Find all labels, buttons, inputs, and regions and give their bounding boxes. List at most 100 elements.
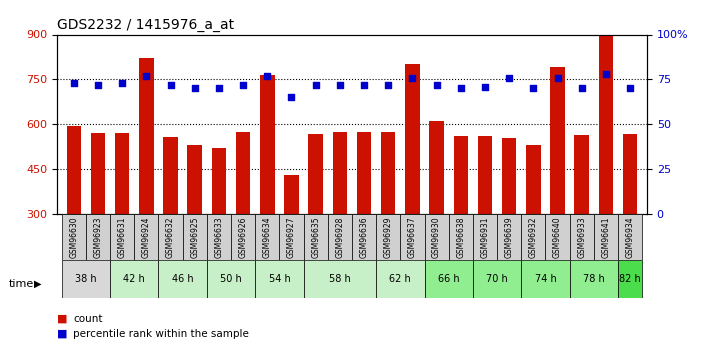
Text: 50 h: 50 h [220,275,242,284]
Text: GSM96932: GSM96932 [529,216,538,258]
Point [334,82,346,88]
Bar [260,75,274,304]
Text: GSM96927: GSM96927 [287,216,296,258]
Text: GSM96930: GSM96930 [432,216,441,258]
Text: 82 h: 82 h [619,275,641,284]
FancyBboxPatch shape [255,214,279,260]
Point [262,73,273,79]
FancyBboxPatch shape [304,214,328,260]
Text: GSM96635: GSM96635 [311,216,320,258]
Text: GSM96638: GSM96638 [456,216,465,258]
Text: GSM96928: GSM96928 [336,217,344,258]
Point [479,84,491,89]
Text: GSM96639: GSM96639 [505,216,513,258]
Text: GSM96631: GSM96631 [118,216,127,258]
Point [310,82,321,88]
FancyBboxPatch shape [110,214,134,260]
Bar [405,65,419,304]
FancyBboxPatch shape [159,214,183,260]
Bar [309,134,323,304]
Text: GSM96923: GSM96923 [93,216,102,258]
Bar [357,132,371,304]
FancyBboxPatch shape [134,214,159,260]
Point [117,80,128,86]
Text: GSM96934: GSM96934 [626,216,635,258]
Bar [478,136,492,304]
Text: percentile rank within the sample: percentile rank within the sample [73,329,249,339]
Point [383,82,394,88]
FancyBboxPatch shape [328,214,352,260]
FancyBboxPatch shape [279,214,304,260]
Bar [284,175,299,304]
Bar [139,58,154,304]
Point [189,86,201,91]
Text: 74 h: 74 h [535,275,556,284]
Text: time: time [9,279,34,288]
Bar [574,135,589,304]
FancyBboxPatch shape [618,214,642,260]
FancyBboxPatch shape [62,260,110,298]
Text: ▶: ▶ [34,279,42,288]
Bar [381,132,395,304]
Text: ■: ■ [57,329,68,339]
FancyBboxPatch shape [400,214,424,260]
Point [624,86,636,91]
FancyBboxPatch shape [424,214,449,260]
FancyBboxPatch shape [110,260,159,298]
FancyBboxPatch shape [376,214,400,260]
Text: 54 h: 54 h [269,275,290,284]
Point [552,75,563,80]
Text: 38 h: 38 h [75,275,97,284]
Bar [188,145,202,304]
Text: GSM96632: GSM96632 [166,216,175,258]
Text: GSM96924: GSM96924 [142,216,151,258]
FancyBboxPatch shape [497,214,521,260]
Text: GSM96926: GSM96926 [239,216,247,258]
FancyBboxPatch shape [159,260,207,298]
Text: GSM96637: GSM96637 [408,216,417,258]
FancyBboxPatch shape [207,214,231,260]
Point [576,86,587,91]
Text: GSM96630: GSM96630 [69,216,78,258]
FancyBboxPatch shape [255,260,304,298]
FancyBboxPatch shape [473,214,497,260]
Point [141,73,152,79]
Bar [623,134,637,304]
FancyBboxPatch shape [86,214,110,260]
FancyBboxPatch shape [545,214,570,260]
Bar [454,136,468,304]
Text: 58 h: 58 h [329,275,351,284]
FancyBboxPatch shape [449,214,473,260]
Text: ■: ■ [57,314,68,324]
Point [358,82,370,88]
FancyBboxPatch shape [376,260,424,298]
Point [503,75,515,80]
Point [528,86,539,91]
Point [407,75,418,80]
Bar [212,148,226,304]
Point [92,82,104,88]
FancyBboxPatch shape [304,260,376,298]
Text: GSM96633: GSM96633 [215,216,223,258]
Point [455,86,466,91]
Bar [526,145,540,304]
FancyBboxPatch shape [424,260,473,298]
Bar [550,67,565,304]
Text: 70 h: 70 h [486,275,508,284]
FancyBboxPatch shape [207,260,255,298]
Point [431,82,442,88]
FancyBboxPatch shape [183,214,207,260]
Bar [164,137,178,304]
Text: GSM96931: GSM96931 [481,216,489,258]
FancyBboxPatch shape [62,214,86,260]
Point [237,82,249,88]
Text: GSM96933: GSM96933 [577,216,586,258]
FancyBboxPatch shape [570,260,618,298]
Text: 42 h: 42 h [124,275,145,284]
FancyBboxPatch shape [521,260,570,298]
Bar [333,132,347,304]
Bar [115,133,129,304]
Point [600,71,611,77]
Point [213,86,225,91]
Text: 78 h: 78 h [583,275,604,284]
